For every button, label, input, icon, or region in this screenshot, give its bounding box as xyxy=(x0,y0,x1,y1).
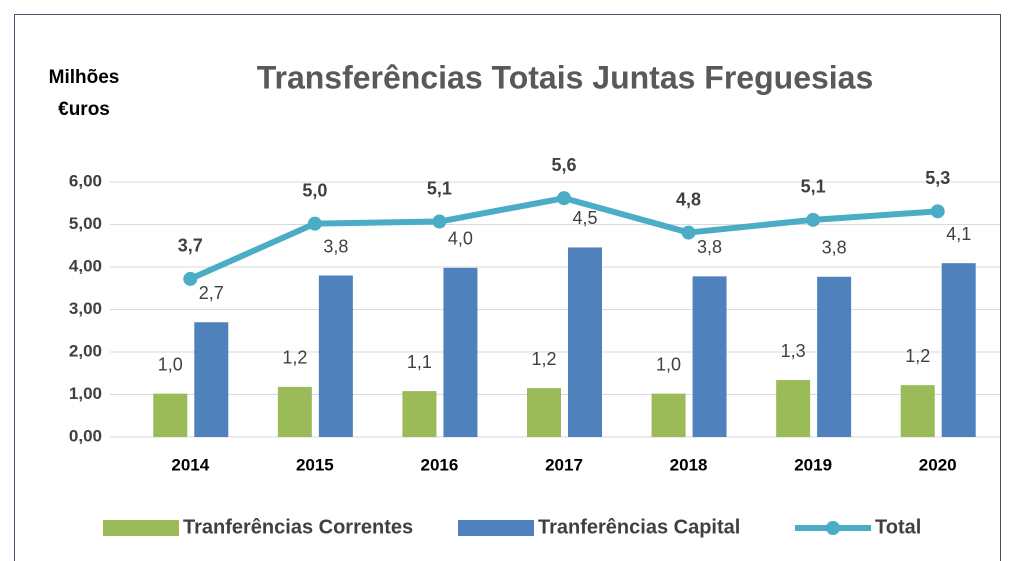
line-marker xyxy=(432,214,447,229)
y-tick-label: 2,00 xyxy=(69,341,102,360)
y-tick-label: 5,00 xyxy=(69,214,102,233)
bar xyxy=(900,385,935,437)
x-tick-label: 2020 xyxy=(919,455,957,474)
x-tick-label: 2018 xyxy=(670,455,708,474)
bar-value-label: 3,8 xyxy=(323,236,348,256)
y-axis-label: Milhões xyxy=(49,67,120,88)
bar-value-label: 1,2 xyxy=(531,349,556,369)
legend-marker xyxy=(826,521,840,535)
line-marker xyxy=(557,191,571,206)
bar xyxy=(277,386,312,437)
line-value-label: 5,1 xyxy=(801,177,826,197)
bar xyxy=(817,276,852,437)
x-tick-label: 2019 xyxy=(794,455,832,474)
bar xyxy=(194,322,229,437)
line-value-label: 5,0 xyxy=(302,180,327,200)
legend-swatch xyxy=(103,520,179,536)
bar xyxy=(153,393,188,437)
bar-value-label: 1,2 xyxy=(905,346,930,366)
line-value-label: 5,3 xyxy=(925,168,950,188)
x-tick-label: 2016 xyxy=(421,455,459,474)
bar xyxy=(941,263,976,437)
bar xyxy=(527,388,561,437)
bar xyxy=(443,267,478,437)
line-marker xyxy=(681,225,696,240)
bar-value-label: 4,1 xyxy=(946,224,971,244)
chart-title: Transferências Totais Juntas Freguesias xyxy=(257,59,874,95)
line-marker xyxy=(183,271,198,286)
x-tick-label: 2015 xyxy=(296,455,334,474)
x-tick-label: 2014 xyxy=(171,455,209,474)
bar-value-label: 3,8 xyxy=(697,237,722,257)
y-axis-label: €uros xyxy=(58,99,110,120)
line-value-label: 5,6 xyxy=(551,155,576,175)
line-value-label: 4,8 xyxy=(676,189,701,209)
legend-label: Tranferências Capital xyxy=(538,516,740,538)
y-tick-label: 3,00 xyxy=(69,299,102,318)
y-tick-label: 0,00 xyxy=(69,426,102,445)
y-tick-label: 6,00 xyxy=(69,171,102,190)
bar-value-label: 3,8 xyxy=(822,238,847,258)
bar xyxy=(776,380,811,437)
line-value-label: 5,1 xyxy=(427,178,452,198)
bar-value-label: 1,2 xyxy=(282,348,307,368)
line-marker xyxy=(930,204,945,219)
bar-value-label: 4,5 xyxy=(572,208,597,228)
bar-value-label: 4,0 xyxy=(448,229,473,249)
line-marker xyxy=(806,212,821,227)
bar-value-label: 1,3 xyxy=(781,341,806,361)
y-tick-label: 1,00 xyxy=(69,384,102,403)
line-value-label: 3,7 xyxy=(178,236,203,256)
legend-label: Tranferências Correntes xyxy=(183,516,413,538)
chart-frame xyxy=(14,14,1001,561)
bar-value-label: 1,1 xyxy=(407,352,432,372)
bar-value-label: 1,0 xyxy=(158,354,183,374)
x-tick-label: 2017 xyxy=(545,455,583,474)
bar xyxy=(692,276,727,437)
legend-label: Total xyxy=(875,516,921,538)
bar-value-label: 2,7 xyxy=(199,283,224,303)
legend-swatch xyxy=(458,520,534,536)
bar-value-label: 1,0 xyxy=(656,354,681,374)
bar xyxy=(318,275,353,437)
bar xyxy=(402,391,437,437)
y-tick-label: 4,00 xyxy=(69,256,102,275)
line-marker xyxy=(307,216,322,231)
bar xyxy=(651,393,686,437)
bar xyxy=(568,247,602,437)
